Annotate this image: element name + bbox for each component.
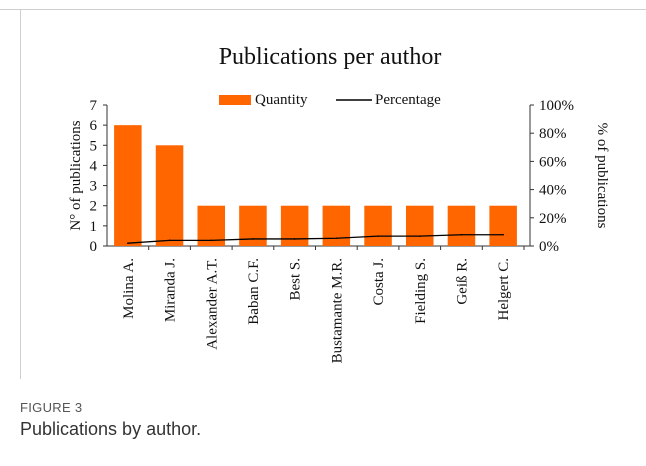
chart-title: Publications per author (219, 44, 442, 70)
left-tick-label: 6 (90, 118, 98, 134)
x-tick-label: Fielding S. (413, 258, 429, 324)
left-tick-label: 1 (90, 219, 98, 235)
line-series (127, 233, 504, 244)
bar (239, 205, 267, 246)
left-divider (20, 9, 21, 379)
line-point (168, 239, 171, 242)
right-tick-label: 20% (539, 211, 567, 227)
legend-label-quantity: Quantity (255, 92, 308, 108)
line-point (252, 238, 254, 240)
left-tick-label: 3 (90, 179, 98, 195)
figure-caption: Publications by author. (20, 419, 202, 439)
axis-labels: 0 1 2 3 4 5 6 7 0% 20% 40% 60% 80% 100% Molina A. Miran… (68, 98, 610, 363)
x-tick-label: Bustamante M.R. (329, 258, 345, 363)
line-point (335, 237, 338, 240)
bar (364, 205, 392, 246)
line-point (460, 233, 463, 236)
left-tick-label: 0 (90, 239, 98, 255)
right-tick-label: 0% (539, 239, 559, 255)
right-tick-label: 80% (539, 126, 567, 142)
x-tick-label: Helgert C. (496, 258, 512, 320)
legend-label-percentage: Percentage (375, 92, 441, 108)
bar (489, 205, 517, 246)
left-tick-label: 4 (90, 158, 98, 174)
bar (447, 205, 476, 246)
bar (155, 145, 184, 246)
left-tick-label: 5 (90, 138, 98, 154)
line-point (293, 238, 296, 240)
percentage-line (127, 234, 504, 244)
x-tick-label: Alexander A.T. (204, 258, 220, 350)
right-tick-label: 60% (539, 154, 567, 170)
y-axis-title: N° of publications (68, 120, 84, 230)
left-tick-label: 7 (90, 98, 98, 114)
x-tick-label: Molina A. (121, 258, 137, 319)
left-tick-label: 2 (90, 199, 98, 215)
chart-svg: Publications per author Quantity Percenta… (68, 44, 610, 363)
bar (280, 205, 309, 246)
chart-legend: Quantity Percentage (219, 92, 441, 108)
figure-label: FIGURE 3 (20, 400, 83, 415)
x-tick-label: Costa J. (371, 258, 387, 306)
line-point (127, 242, 129, 244)
x-tick-label: Miranda J. (163, 258, 179, 322)
y-axis-title-right: % of publications (594, 123, 610, 229)
line-point (502, 233, 504, 236)
bar (197, 205, 226, 246)
line-point (418, 235, 421, 237)
top-divider (0, 9, 646, 10)
right-tick-label: 100% (539, 98, 574, 114)
x-tick-label: Best S. (288, 258, 304, 301)
x-tick-label: Geiß R. (454, 258, 470, 305)
bar-series (114, 125, 517, 246)
line-point (377, 235, 379, 237)
right-tick-label: 40% (539, 183, 567, 199)
x-tick-label: Baban C.F. (246, 258, 262, 325)
legend-swatch-quantity (219, 95, 251, 105)
bar (114, 125, 142, 246)
bar (405, 205, 434, 246)
line-point (210, 239, 213, 242)
bar (322, 205, 351, 246)
